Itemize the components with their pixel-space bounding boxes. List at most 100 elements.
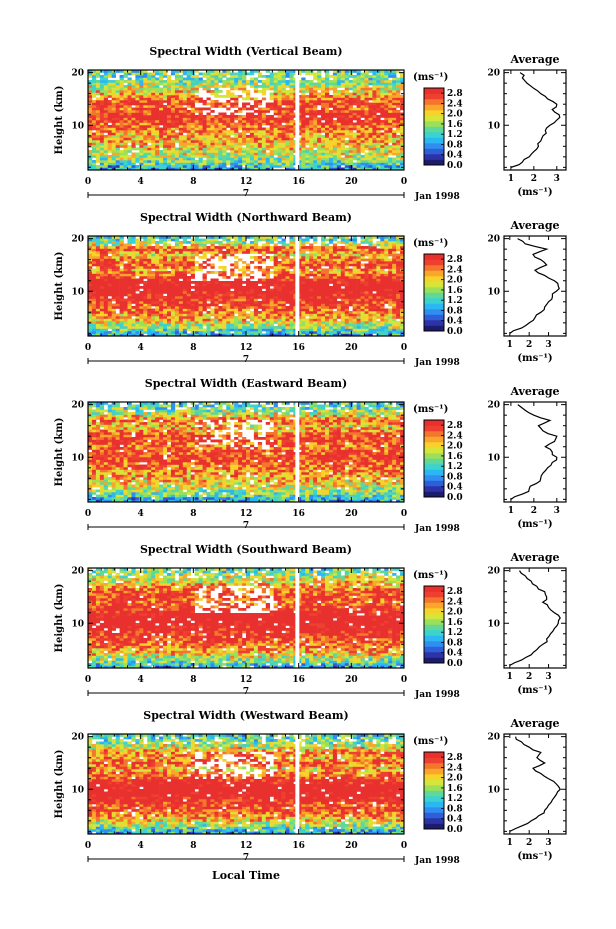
heatmap-cell (364, 70, 369, 73)
heatmap-cell (289, 107, 294, 111)
heatmap-cell (269, 167, 274, 171)
heatmap-cell (174, 115, 180, 118)
heatmap-cell (206, 120, 211, 123)
heatmap-cell (328, 326, 334, 329)
heatmap-cell (309, 70, 314, 73)
heatmap-cell (372, 115, 377, 118)
heatmap-cell (392, 303, 397, 307)
heatmap-cell (336, 80, 342, 83)
heatmap-cell (332, 296, 338, 299)
heatmap-cell (372, 286, 377, 289)
heatmap-cell (91, 288, 97, 292)
heatmap-cell (372, 281, 377, 284)
heatmap-cell (127, 82, 132, 86)
heatmap-cell (238, 120, 243, 123)
heatmap-cell (214, 137, 219, 141)
heatmap-cell (159, 135, 164, 138)
heatmap-cell (99, 105, 105, 108)
heatmap-cell (384, 165, 389, 168)
heatmap-cell (119, 150, 124, 153)
heatmap-cell (214, 303, 219, 307)
heatmap-cell (356, 147, 361, 151)
heatmap-cell (147, 293, 152, 297)
heatmap-cell (332, 311, 338, 314)
heatmap-cell (301, 298, 306, 302)
heatmap-cell (301, 147, 306, 151)
heatmap-cell (309, 313, 314, 317)
heatmap-cell (99, 165, 105, 168)
heatmap-cell (234, 155, 239, 158)
heatmap-cell (336, 110, 342, 113)
heatmap-cell (297, 120, 302, 123)
heatmap-cell (127, 167, 132, 171)
heatmap-cell (178, 90, 184, 93)
heatmap-cell (297, 155, 302, 158)
heatmap-cell (340, 296, 346, 299)
heatmap-cell (392, 135, 397, 138)
heatmap-cell (297, 311, 302, 314)
heatmap-cell (384, 331, 389, 334)
heatmap-cell (99, 125, 105, 128)
heatmap-cell (194, 90, 199, 93)
heatmap-cell (352, 306, 357, 309)
heatmap-cell (309, 321, 314, 324)
heatmap-cell (249, 82, 255, 86)
heatmap-cell (226, 72, 231, 76)
heatmap-cell (88, 276, 93, 279)
heatmap-cell (360, 142, 365, 146)
heatmap-cell (269, 102, 274, 106)
heatmap-cell (317, 110, 322, 113)
heatmap-cell (210, 165, 215, 168)
heatmap-cell (182, 311, 188, 314)
heatmap-cell (325, 331, 330, 334)
heatmap-cell (348, 273, 353, 277)
heatmap-cell (238, 77, 243, 81)
heatmap-cell (182, 291, 188, 294)
heatmap-cell (170, 291, 176, 294)
heatmap-cell (285, 110, 290, 113)
heatmap-cell (103, 107, 109, 111)
heatmap-cell (194, 137, 199, 141)
heatmap-cell (103, 122, 109, 126)
heatmap-cell (400, 130, 405, 133)
heatmap-cell (332, 77, 338, 81)
heatmap-cell (186, 308, 191, 312)
heatmap-cell (226, 328, 231, 332)
heatmap-cell (261, 162, 267, 166)
heatmap-cell (246, 323, 251, 327)
heatmap-cell (273, 77, 278, 81)
heatmap-cell (380, 323, 385, 327)
heatmap-cell (178, 286, 184, 289)
heatmap-cell (321, 127, 326, 131)
heatmap-cell (380, 331, 385, 334)
heatmap-cell (210, 100, 215, 103)
heatmap-cell (190, 80, 195, 83)
heatmap-cell (107, 120, 112, 123)
heatmap-cell (388, 298, 393, 302)
heatmap-cell (309, 112, 314, 116)
heatmap-cell (202, 288, 207, 292)
heatmap-cell (242, 298, 247, 302)
heatmap-cell (380, 167, 385, 171)
heatmap-cell (332, 120, 338, 123)
heatmap-cell (368, 326, 373, 329)
heatmap-cell (218, 145, 223, 148)
heatmap-cell (257, 130, 263, 133)
heatmap-cell (91, 328, 97, 332)
heatmap-cell (269, 281, 274, 284)
heatmap-cell (151, 321, 156, 324)
heatmap-cell (218, 326, 223, 329)
heatmap-cell (167, 167, 172, 171)
heatmap-cell (344, 293, 349, 297)
heatmap-cell (289, 137, 294, 141)
heatmap-cell (249, 296, 255, 299)
heatmap-cell (151, 296, 156, 299)
heatmap-cell (297, 107, 302, 111)
heatmap-cell (396, 137, 401, 141)
heatmap-cell (230, 316, 235, 319)
heatmap-cell (174, 155, 180, 158)
heatmap-cell (384, 323, 389, 327)
heatmap-cell (297, 82, 302, 86)
heatmap-cell (111, 112, 116, 116)
heatmap-cell (368, 147, 373, 151)
